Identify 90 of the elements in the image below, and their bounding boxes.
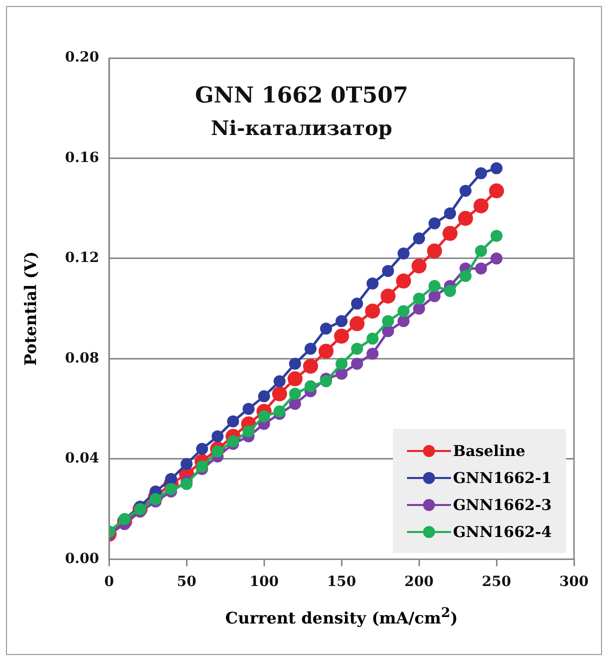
point xyxy=(351,358,364,370)
point xyxy=(242,425,255,438)
point xyxy=(318,344,334,359)
point xyxy=(150,493,162,506)
point xyxy=(289,388,302,400)
point xyxy=(398,315,410,328)
y-axis-title: Potential (V) xyxy=(20,251,40,366)
x-tick-label: 150 xyxy=(326,574,356,590)
point xyxy=(382,265,394,278)
text: GNN 1662 0T507 xyxy=(194,82,408,109)
point xyxy=(272,386,288,402)
point xyxy=(336,315,348,328)
point xyxy=(258,390,270,402)
point xyxy=(274,405,286,418)
point xyxy=(382,315,394,328)
point xyxy=(413,302,426,315)
point xyxy=(303,358,318,374)
point xyxy=(458,210,474,226)
y-tick-label: 0.08 xyxy=(64,350,100,366)
point xyxy=(274,375,286,388)
point xyxy=(490,230,503,242)
x-tick-label: 250 xyxy=(482,574,512,590)
y-tick-label: 0.00 xyxy=(64,550,100,567)
point xyxy=(398,247,410,260)
point xyxy=(428,217,441,230)
point xyxy=(460,184,472,197)
y-tick-label: 0.12 xyxy=(64,250,100,266)
point xyxy=(489,183,504,198)
point xyxy=(180,458,193,470)
point xyxy=(366,348,379,360)
x-axis-title: Current density (mA/cm$^{2}$) xyxy=(225,605,458,628)
point xyxy=(475,262,488,275)
legend-label: Baseline xyxy=(453,442,526,460)
point xyxy=(289,358,302,370)
point xyxy=(288,371,303,386)
legend-label: GNN1662-3 xyxy=(453,496,552,514)
point xyxy=(212,445,224,458)
x-tick-label: 200 xyxy=(404,574,434,590)
point xyxy=(442,226,458,241)
point xyxy=(366,278,379,290)
y-tick-label: 0.20 xyxy=(64,50,100,66)
x-tick-label: 300 xyxy=(559,574,589,590)
point xyxy=(398,305,410,318)
point xyxy=(396,274,412,289)
point xyxy=(427,243,442,258)
point xyxy=(165,483,178,496)
x-tick-label: 100 xyxy=(249,574,279,590)
point xyxy=(304,380,317,392)
point xyxy=(180,478,193,490)
point xyxy=(490,252,503,264)
point xyxy=(320,375,332,388)
point xyxy=(212,430,224,442)
point xyxy=(304,342,317,355)
point xyxy=(412,258,427,274)
point xyxy=(380,288,396,304)
point xyxy=(460,270,472,282)
point xyxy=(428,280,441,292)
point xyxy=(350,316,365,332)
point xyxy=(444,285,456,298)
point xyxy=(334,328,350,344)
text: Ni-катализатор xyxy=(210,116,392,140)
point xyxy=(320,322,332,335)
point xyxy=(428,290,441,302)
point xyxy=(444,207,456,220)
point xyxy=(365,304,380,319)
point xyxy=(242,402,255,415)
legend-label: GNN1662-1 xyxy=(453,468,552,487)
point xyxy=(475,167,488,180)
point xyxy=(366,332,379,345)
point xyxy=(474,198,489,214)
point xyxy=(413,292,426,305)
point xyxy=(227,415,240,428)
point xyxy=(351,342,364,355)
x-tick-label: 0 xyxy=(104,574,114,590)
point xyxy=(336,358,348,370)
point xyxy=(413,232,426,244)
y-tick-label: 0.16 xyxy=(64,150,100,166)
point xyxy=(475,244,488,257)
point xyxy=(490,162,503,174)
x-tick-label: 50 xyxy=(176,574,197,590)
point xyxy=(289,398,302,410)
point xyxy=(196,460,208,472)
point xyxy=(336,368,348,380)
y-tick-label: 0.04 xyxy=(64,450,100,467)
point xyxy=(227,435,240,448)
point xyxy=(258,410,270,422)
legend-label: GNN1662-4 xyxy=(453,522,552,541)
point xyxy=(196,442,208,455)
point xyxy=(351,298,364,310)
point xyxy=(165,473,178,486)
